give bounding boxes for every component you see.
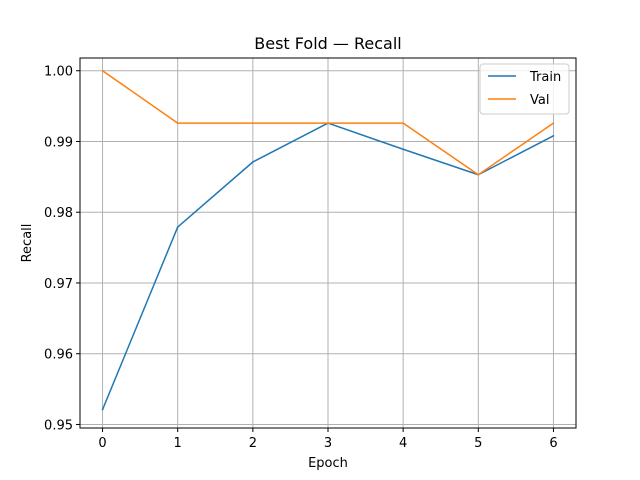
y-tick-label: 0.95 [44, 418, 73, 433]
chart-title: Best Fold — Recall [254, 34, 401, 53]
train-data-point [101, 408, 104, 411]
val-data-point [101, 69, 104, 72]
train-data-point [252, 161, 254, 163]
val-data-point [176, 122, 179, 124]
legend: Train Val [479, 63, 570, 115]
x-tick-label: 2 [249, 436, 257, 451]
train-data-point [176, 226, 179, 228]
grid [80, 58, 576, 428]
val-data-point [252, 122, 254, 124]
val-data-point [402, 122, 404, 124]
x-tick-label: 3 [324, 436, 332, 451]
y-tick-label: 0.99 [44, 135, 73, 150]
y-tick-label: 1.00 [44, 65, 73, 80]
y-tick-label: 0.98 [44, 206, 73, 221]
axis-ticks: 0 1 2 3 4 5 6 0.95 0.96 0.97 0.98 0.99 1.00 [44, 65, 558, 451]
y-tick-label: 0.96 [44, 348, 73, 363]
legend-label: Train [529, 70, 561, 85]
train-data-point [402, 148, 404, 151]
val-data-point [477, 173, 480, 176]
val-data-point [552, 122, 555, 124]
x-tick-label: 4 [399, 436, 407, 451]
x-axis-label: Epoch [308, 456, 348, 471]
y-tick-label: 0.97 [44, 277, 73, 292]
x-tick-label: 0 [98, 436, 106, 451]
train-data-point [552, 135, 555, 137]
x-tick-label: 1 [174, 436, 182, 451]
series-layer [101, 69, 555, 411]
x-tick-label: 5 [474, 436, 482, 451]
y-axis-label: Recall [20, 224, 35, 263]
x-tick-label: 6 [549, 436, 557, 451]
legend-label: Val [530, 93, 549, 108]
val-data-point [327, 122, 329, 124]
